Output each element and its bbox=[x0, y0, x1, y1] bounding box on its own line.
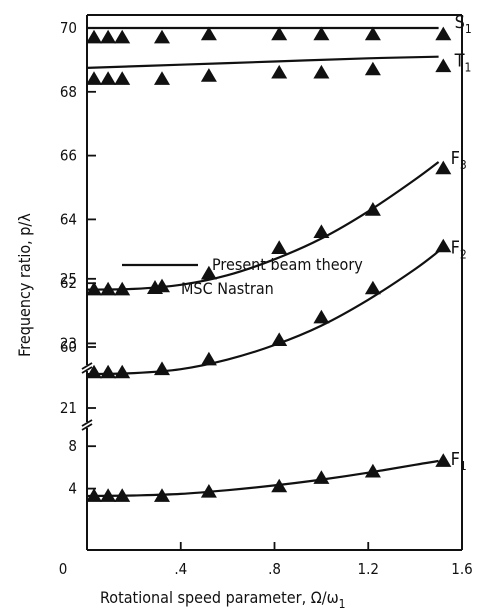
legend: Present beam theory MSC Nastran bbox=[122, 255, 363, 298]
nastran-point-t1 bbox=[364, 61, 381, 76]
theory-curve-f1 bbox=[86, 459, 439, 498]
theory-curve-t1 bbox=[86, 55, 439, 69]
y-tick-label: 64 bbox=[60, 210, 77, 228]
curve-label-f3: F3 bbox=[451, 148, 467, 172]
y-axis-break-mark bbox=[81, 362, 93, 370]
nastran-point-f2 bbox=[435, 238, 452, 253]
y-tick-label: 21 bbox=[60, 399, 77, 417]
nastran-point-f3 bbox=[313, 224, 330, 238]
nastran-point-f1 bbox=[86, 488, 102, 502]
x-tick-label: .4 bbox=[174, 560, 187, 578]
curve-label-t1-main: T bbox=[454, 51, 465, 72]
theory-curves bbox=[86, 26, 440, 498]
nastran-point-s1 bbox=[100, 29, 117, 44]
nastran-point-f3 bbox=[86, 281, 102, 296]
nastran-point-t1 bbox=[271, 64, 288, 79]
nastran-point-t1 bbox=[200, 68, 217, 82]
nastran-point-s1 bbox=[364, 26, 381, 41]
y-tick-label: 8 bbox=[68, 437, 77, 455]
nastran-point-f2 bbox=[114, 364, 131, 379]
y-tick-label: 62 bbox=[60, 274, 77, 292]
curve-label-s1-sub: 1 bbox=[465, 22, 472, 36]
nastran-point-f3 bbox=[100, 281, 117, 296]
nastran-point-s1 bbox=[86, 29, 102, 44]
nastran-point-f1 bbox=[271, 478, 288, 493]
curve-label-t1: T1 bbox=[454, 51, 472, 75]
nastran-point-f3 bbox=[364, 202, 381, 216]
nastran-point-f1 bbox=[200, 484, 217, 498]
y-tick-label: 68 bbox=[60, 83, 77, 101]
nastran-point-f1 bbox=[364, 463, 381, 478]
nastran-point-f1 bbox=[435, 453, 452, 467]
nastran-point-f1 bbox=[114, 488, 131, 502]
nastran-points bbox=[86, 26, 452, 502]
theory-curve-f3 bbox=[86, 161, 440, 291]
nastran-point-s1 bbox=[313, 26, 330, 41]
y-tick-label: 66 bbox=[60, 147, 77, 165]
nastran-point-f1 bbox=[154, 488, 170, 502]
nastran-point-f2 bbox=[154, 361, 170, 376]
curve-label-f1: F1 bbox=[451, 449, 467, 473]
nastran-point-t1 bbox=[435, 58, 452, 73]
curve-label-f2-sub: 2 bbox=[460, 247, 467, 261]
nastran-point-s1 bbox=[154, 29, 170, 44]
legend-label-nastran: MSC Nastran bbox=[181, 279, 274, 298]
y-axis-break-mark bbox=[81, 423, 93, 431]
nastran-point-f3 bbox=[435, 160, 452, 175]
nastran-point-s1 bbox=[271, 26, 288, 41]
nastran-point-f2 bbox=[100, 364, 117, 379]
curve-label-f1-sub: 1 bbox=[460, 459, 467, 473]
nastran-point-t1 bbox=[154, 71, 170, 85]
y-tick-label: 4 bbox=[68, 480, 77, 498]
nastran-point-f1 bbox=[100, 488, 117, 502]
nastran-point-s1 bbox=[114, 29, 131, 44]
x-tick-label: 0 bbox=[59, 560, 68, 578]
nastran-point-f2 bbox=[364, 280, 381, 295]
curve-label-s1-main: S bbox=[455, 12, 465, 33]
nastran-point-f2 bbox=[313, 309, 330, 324]
curve-label-s1: S1 bbox=[455, 12, 472, 36]
nastran-point-t1 bbox=[313, 64, 330, 79]
y-axis-break-mark bbox=[81, 419, 93, 427]
x-tick-label: .8 bbox=[268, 560, 281, 578]
curve-label-f2-main: F bbox=[451, 237, 460, 258]
curve-label-f3-main: F bbox=[451, 148, 460, 169]
nastran-point-f2 bbox=[200, 351, 217, 366]
curve-label-t1-sub: 1 bbox=[464, 61, 471, 75]
curve-label-f2: F2 bbox=[451, 237, 467, 261]
y-axis-break-mark bbox=[81, 366, 93, 374]
y-tick-label: 23 bbox=[60, 334, 77, 352]
nastran-point-f2 bbox=[86, 364, 102, 379]
y-axis-title: Frequency ratio, p/λ bbox=[15, 213, 34, 357]
legend-triangle-marker bbox=[147, 280, 163, 294]
nastran-point-s1 bbox=[435, 26, 452, 41]
nastran-point-t1 bbox=[86, 71, 102, 85]
nastran-point-f2 bbox=[271, 332, 288, 346]
y-tick-label: 25 bbox=[60, 270, 77, 288]
y-tick-label: 60 bbox=[60, 338, 77, 356]
nastran-point-s1 bbox=[200, 26, 217, 41]
curve-label-f1-main: F bbox=[451, 449, 460, 470]
x-tick-label: 1.6 bbox=[451, 560, 472, 578]
x-axis-title: Rotational speed parameter, Ω/ω1 bbox=[100, 588, 346, 611]
legend-label-theory: Present beam theory bbox=[212, 255, 363, 274]
nastran-point-f3 bbox=[271, 240, 288, 254]
x-tick-label: 1.2 bbox=[358, 560, 379, 578]
nastran-point-f3 bbox=[200, 265, 217, 280]
nastran-point-f3 bbox=[114, 281, 131, 296]
curve-label-f3-sub: 3 bbox=[460, 158, 467, 172]
y-tick-label: 70 bbox=[60, 19, 77, 37]
nastran-point-f1 bbox=[313, 470, 330, 484]
nastran-point-t1 bbox=[114, 71, 131, 85]
nastran-point-t1 bbox=[100, 71, 117, 85]
